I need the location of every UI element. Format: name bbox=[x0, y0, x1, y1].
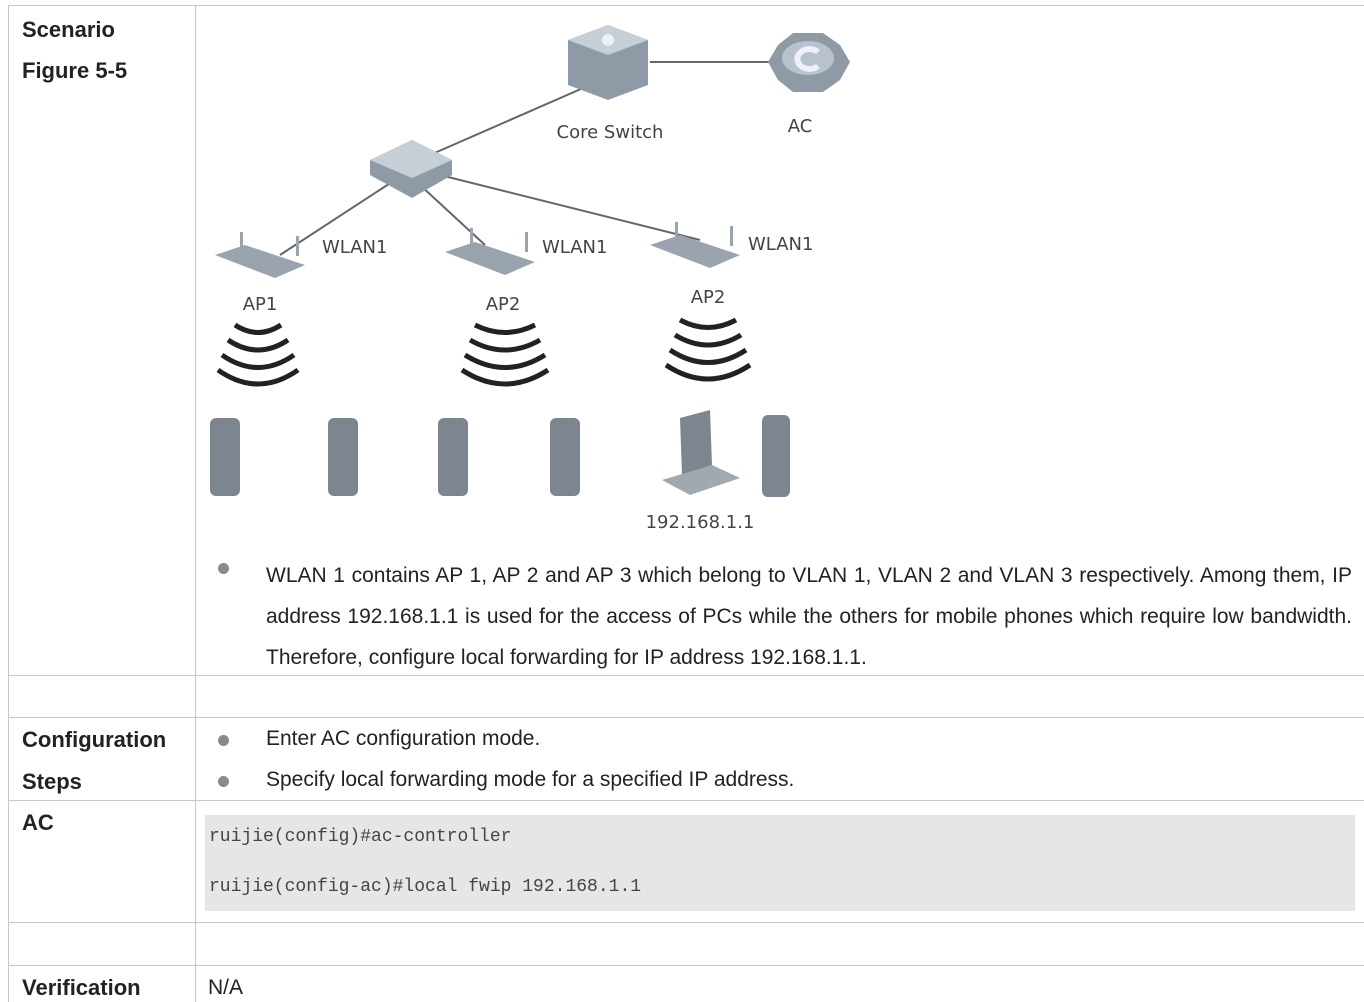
row-label: Configuration bbox=[22, 727, 167, 752]
row-border bbox=[8, 717, 1364, 718]
row-label: Verification bbox=[22, 975, 141, 1000]
laptop bbox=[662, 410, 740, 495]
table-border bbox=[8, 5, 9, 1002]
bullet-text: WLAN 1 contains AP 1, AP 2 and AP 3 whic… bbox=[266, 564, 1352, 669]
ap-label: AP2 bbox=[486, 294, 521, 315]
row-label: Steps bbox=[22, 769, 82, 794]
row-border bbox=[8, 675, 1364, 676]
code-block: ruijie(config)#ac-controller ruijie(conf… bbox=[205, 815, 1355, 911]
wlan-label: WLAN1 bbox=[748, 234, 813, 255]
row-label: Scenario bbox=[22, 17, 115, 42]
bullet-text: Specify local forwarding mode for a spec… bbox=[266, 768, 795, 791]
bullet-text: Enter AC configuration mode. bbox=[266, 727, 541, 750]
row-border bbox=[8, 922, 1364, 923]
access-switch-icon bbox=[370, 140, 452, 198]
row-border bbox=[8, 5, 1364, 6]
ac-icon bbox=[768, 33, 850, 92]
phones bbox=[210, 415, 790, 497]
network-diagram: Core Switch AC WLAN1 WLAN1 WLAN1 AP1 AP2… bbox=[210, 25, 850, 533]
bullet bbox=[218, 735, 229, 746]
row-border bbox=[8, 800, 1364, 801]
ip-label: 192.168.1.1 bbox=[646, 512, 755, 533]
bullet bbox=[218, 563, 229, 574]
code-line: ruijie(config)#ac-controller bbox=[209, 827, 512, 847]
code-line: ruijie(config-ac)#local fwip 192.168.1.1 bbox=[209, 877, 642, 897]
node-label: AC bbox=[788, 116, 813, 137]
row-border bbox=[8, 965, 1364, 966]
wlan-label: WLAN1 bbox=[542, 237, 607, 258]
row-label: AC bbox=[22, 810, 54, 835]
ap-label: AP2 bbox=[691, 287, 726, 308]
ap-icons bbox=[215, 222, 740, 278]
cell-text: N/A bbox=[208, 976, 244, 999]
node-label: Core Switch bbox=[557, 122, 664, 143]
row-label: Figure 5-5 bbox=[22, 58, 128, 83]
wlan-label: WLAN1 bbox=[322, 237, 387, 258]
column-border bbox=[195, 5, 196, 1002]
core-switch-icon bbox=[568, 25, 648, 100]
wireless-waves bbox=[216, 317, 752, 387]
ap-label: AP1 bbox=[243, 294, 278, 315]
bullet bbox=[218, 776, 229, 787]
